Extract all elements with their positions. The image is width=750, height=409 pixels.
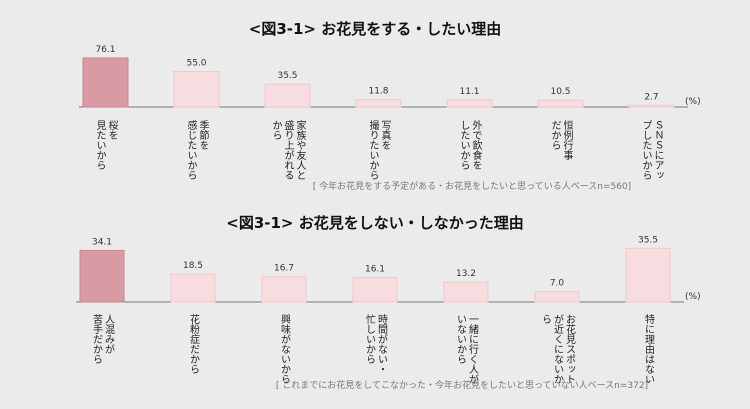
data-label: 18.5 bbox=[183, 261, 203, 271]
bar bbox=[352, 277, 398, 303]
bar bbox=[443, 281, 489, 303]
base-note: [ 今年お花見をする予定がある・お花見をしたいと思っている人ベースn=560] bbox=[313, 180, 631, 192]
category-label: 盛り上がれる bbox=[282, 119, 294, 180]
data-label: 35.5 bbox=[277, 71, 297, 81]
category-label: 撮りたいから bbox=[367, 119, 379, 180]
category-label: だから bbox=[549, 120, 561, 150]
data-label: 11.8 bbox=[368, 86, 388, 96]
category-label: 苦手だから bbox=[91, 313, 103, 364]
data-label: 11.1 bbox=[459, 87, 479, 97]
category-label: 忙しいから bbox=[364, 313, 376, 364]
bar bbox=[625, 247, 671, 303]
category-label: いないから bbox=[455, 314, 467, 364]
category-label: 一緒に行く人が bbox=[467, 314, 479, 384]
data-label: 76.1 bbox=[95, 45, 115, 55]
category-label: 恒例行事 bbox=[561, 119, 573, 160]
category-label: 特に理由はない bbox=[643, 314, 655, 384]
category-label: が近くにないか bbox=[552, 313, 564, 384]
category-label: 花粉症だから bbox=[188, 313, 200, 374]
category-label: お花見スポット bbox=[564, 314, 576, 384]
unit-label: (%) bbox=[685, 292, 701, 302]
bar bbox=[446, 99, 493, 108]
data-label: 2.7 bbox=[644, 92, 658, 102]
category-label: ら bbox=[540, 314, 551, 324]
bar bbox=[79, 249, 125, 303]
category-label: ＳＮＳにアッ bbox=[652, 120, 663, 180]
unit-label: (%) bbox=[685, 97, 701, 107]
bar bbox=[355, 98, 402, 108]
category-label: 桜を bbox=[106, 119, 118, 140]
data-label: 55.0 bbox=[186, 59, 206, 69]
bar bbox=[170, 273, 216, 303]
bar bbox=[82, 57, 129, 108]
category-label: 写真を bbox=[379, 120, 391, 150]
data-label: 35.5 bbox=[638, 235, 658, 245]
bar bbox=[173, 71, 220, 108]
category-label: 家族や友人と bbox=[294, 119, 306, 180]
chart-title: <図3-1> お花見をしない・しなかった理由 bbox=[226, 214, 523, 232]
category-label: したいから bbox=[458, 120, 470, 170]
bar bbox=[264, 83, 311, 108]
category-label: から bbox=[270, 120, 282, 140]
category-label: 興味がないから bbox=[279, 314, 291, 384]
category-label: プしたいから bbox=[640, 120, 652, 180]
bar bbox=[261, 276, 307, 303]
category-label: 季節を bbox=[197, 120, 209, 150]
bar bbox=[628, 104, 675, 108]
data-label: 34.1 bbox=[92, 237, 112, 247]
data-label: 16.7 bbox=[274, 264, 294, 274]
data-label: 7.0 bbox=[550, 278, 565, 288]
category-label: 外で飲食を bbox=[470, 120, 482, 170]
category-label: 人混みが bbox=[103, 314, 115, 354]
chart-title: <図3-1> お花見をする・したい理由 bbox=[249, 20, 501, 38]
category-label: 見たいから bbox=[94, 120, 106, 170]
category-label: 感じたいから bbox=[185, 119, 197, 180]
data-label: 16.1 bbox=[365, 265, 385, 275]
bar bbox=[534, 290, 580, 303]
data-label: 10.5 bbox=[550, 87, 570, 97]
base-note: [ これまでにお花見をしてこなかった・今年お花見をしたいと思っていない人ベースn… bbox=[276, 379, 648, 391]
category-label: 時間がない・ bbox=[376, 314, 388, 374]
data-label: 13.2 bbox=[456, 269, 476, 279]
bar bbox=[537, 99, 584, 108]
